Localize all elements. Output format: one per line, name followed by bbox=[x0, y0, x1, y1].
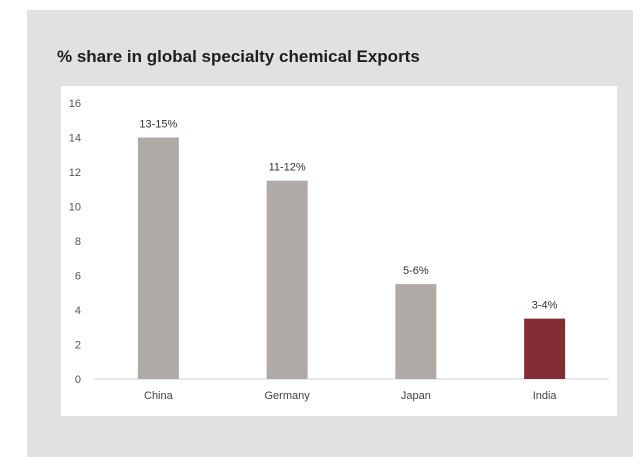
x-category-label: India bbox=[533, 390, 558, 402]
y-tick-label: 16 bbox=[69, 98, 81, 110]
data-label: 13-15% bbox=[139, 119, 177, 131]
bar-japan bbox=[395, 284, 437, 379]
bar-india bbox=[524, 318, 566, 379]
y-tick-label: 4 bbox=[75, 305, 81, 317]
y-tick-label: 12 bbox=[69, 167, 81, 179]
bar-germany bbox=[266, 180, 308, 379]
y-tick-label: 8 bbox=[75, 236, 81, 248]
x-category-label: China bbox=[144, 390, 174, 402]
y-tick-label: 0 bbox=[75, 374, 81, 386]
data-label: 3-4% bbox=[532, 300, 558, 312]
y-tick-label: 2 bbox=[75, 340, 81, 352]
y-tick-label: 14 bbox=[69, 133, 81, 145]
chart-title: % share in global specialty chemical Exp… bbox=[57, 47, 420, 66]
x-category-label: Japan bbox=[401, 390, 431, 402]
y-tick-label: 10 bbox=[69, 202, 81, 214]
plot-area: 0 2 4 6 8 10 12 14 16 13-15% China 11-12% Germany 5-6… bbox=[61, 86, 617, 416]
y-tick-label: 6 bbox=[75, 271, 81, 283]
data-label: 11-12% bbox=[269, 162, 306, 174]
bar-chart: 0 2 4 6 8 10 12 14 16 13-15% China 11-12% Germany 5-6… bbox=[69, 98, 609, 402]
data-label: 5-6% bbox=[403, 265, 429, 277]
bar-china bbox=[137, 137, 179, 379]
x-category-label: Germany bbox=[265, 390, 311, 402]
